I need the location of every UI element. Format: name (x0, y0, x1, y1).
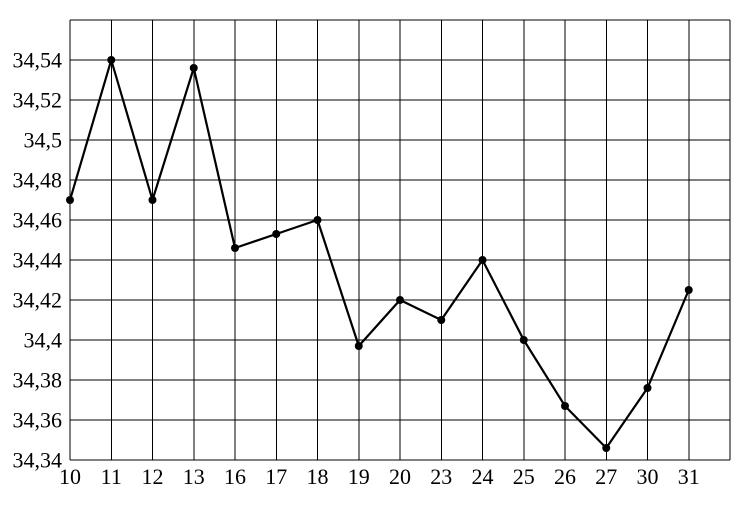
data-point (561, 402, 569, 410)
x-tick-label: 23 (430, 464, 452, 489)
y-tick-label: 34,34 (13, 448, 63, 473)
x-tick-label: 30 (637, 464, 659, 489)
data-point (644, 384, 652, 392)
data-point (437, 316, 445, 324)
x-tick-label: 16 (224, 464, 246, 489)
y-tick-label: 34,36 (13, 408, 63, 433)
data-point (685, 286, 693, 294)
data-point (602, 444, 610, 452)
x-tick-label: 10 (59, 464, 81, 489)
x-tick-label: 20 (389, 464, 411, 489)
x-tick-label: 31 (678, 464, 700, 489)
data-point (190, 64, 198, 72)
y-tick-label: 34,5 (24, 128, 63, 153)
data-point (272, 230, 280, 238)
data-point (107, 56, 115, 64)
data-point (314, 216, 322, 224)
x-tick-label: 18 (307, 464, 329, 489)
data-point (149, 196, 157, 204)
x-tick-label: 27 (595, 464, 617, 489)
data-point (66, 196, 74, 204)
line-chart: 34,34 34,36 34,38 34,4 34,42 34,44 34,46 34,48 3… (0, 0, 741, 511)
x-tick-label: 17 (265, 464, 287, 489)
y-tick-label: 34,48 (13, 168, 63, 193)
x-tick-label: 25 (513, 464, 535, 489)
x-tick-label: 12 (142, 464, 164, 489)
data-point (355, 342, 363, 350)
data-point (396, 296, 404, 304)
x-tick-label: 26 (554, 464, 576, 489)
y-tick-label: 34,44 (13, 248, 63, 273)
y-tick-label: 34,42 (13, 288, 63, 313)
y-tick-label: 34,38 (13, 368, 63, 393)
x-tick-label: 24 (472, 464, 494, 489)
data-point (520, 336, 528, 344)
y-tick-label: 34,4 (24, 328, 63, 353)
x-tick-label: 13 (183, 464, 205, 489)
x-tick-label: 11 (101, 464, 122, 489)
data-point (479, 256, 487, 264)
data-point (231, 244, 239, 252)
y-tick-label: 34,46 (13, 208, 63, 233)
x-tick-label: 19 (348, 464, 370, 489)
y-tick-label: 34,52 (13, 88, 63, 113)
y-tick-label: 34,54 (13, 48, 63, 73)
